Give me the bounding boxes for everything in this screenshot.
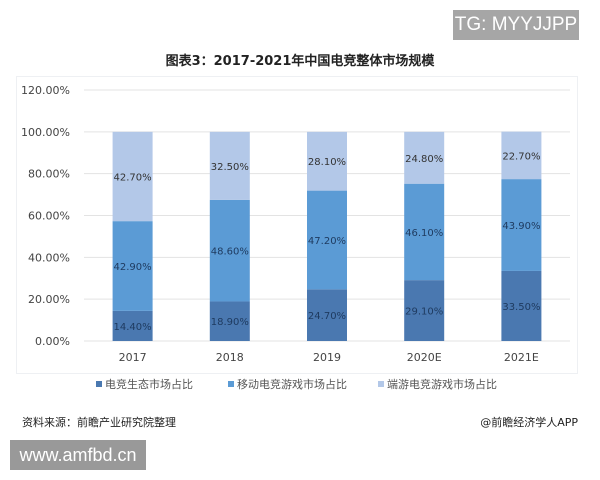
data-label: 29.10% (405, 307, 443, 318)
chart-card (16, 76, 578, 374)
data-label: 32.50% (211, 162, 249, 173)
data-label: 24.70% (308, 311, 346, 322)
bar-segment (209, 301, 250, 341)
data-label: 43.90% (502, 221, 540, 232)
data-label: 48.60% (211, 247, 249, 258)
y-tick-label: 100.00% (21, 126, 70, 139)
credit: @前瞻经济学人APP (480, 416, 578, 429)
y-tick-label: 20.00% (28, 293, 70, 306)
bar-segment (209, 131, 250, 200)
data-label: 18.90% (211, 317, 249, 328)
y-tick-label: 0.00% (35, 335, 70, 348)
bar-segment (404, 183, 445, 281)
watermark-bottom: www.amfbd.cn (10, 440, 146, 470)
chart: 0.00% 20.00% 40.00% 60.00% 80.00% 100.00% 120.… (21, 84, 570, 391)
bar-segment (307, 131, 347, 191)
chart-title: 图表3：2017-2021年中国电竞整体市场规模 (165, 54, 435, 69)
data-label: 22.70% (502, 151, 540, 162)
legend-label: 电竞生态市场占比 (105, 377, 193, 391)
data-label: 42.90% (114, 262, 152, 273)
x-tick-label: 2017 (119, 351, 147, 364)
y-tick-label: 80.00% (28, 168, 70, 181)
legend-swatch (96, 381, 102, 387)
x-tick-label: 2019 (313, 351, 341, 364)
legend-label: 端游电竞游戏市场占比 (387, 377, 497, 391)
legend-label: 移动电竞游戏市场占比 (237, 377, 347, 391)
bar-segment (112, 131, 153, 222)
y-tick-label: 120.00% (21, 84, 70, 97)
data-label: 14.40% (114, 322, 152, 333)
x-tick-label: 2020E (407, 351, 442, 364)
bar-segment (501, 179, 542, 271)
y-tick-label: 40.00% (28, 251, 70, 264)
data-label: 24.80% (405, 154, 443, 165)
data-label: 47.20% (308, 236, 346, 247)
source-note: 资料来源：前瞻产业研究院整理 (22, 416, 176, 429)
data-label: 42.70% (114, 172, 152, 183)
data-label: 46.10% (405, 228, 443, 239)
bar-segment (501, 131, 542, 180)
bar-segment (112, 310, 153, 341)
watermark-top: TG: MYYJJPP (453, 10, 579, 40)
data-label: 28.10% (308, 157, 346, 168)
bar-segment (112, 221, 153, 311)
y-tick-label: 60.00% (28, 210, 70, 223)
bar-segment (404, 280, 445, 341)
data-label: 33.50% (502, 302, 540, 313)
x-tick-label: 2021E (504, 351, 539, 364)
bar-segment (501, 270, 542, 341)
legend-swatch (378, 381, 384, 387)
legend-swatch (228, 381, 234, 387)
x-tick-label: 2018 (216, 351, 244, 364)
bar-segment (209, 199, 250, 302)
bar-segment (307, 289, 347, 341)
bar-segment (404, 131, 445, 184)
bar-segment (307, 190, 347, 290)
